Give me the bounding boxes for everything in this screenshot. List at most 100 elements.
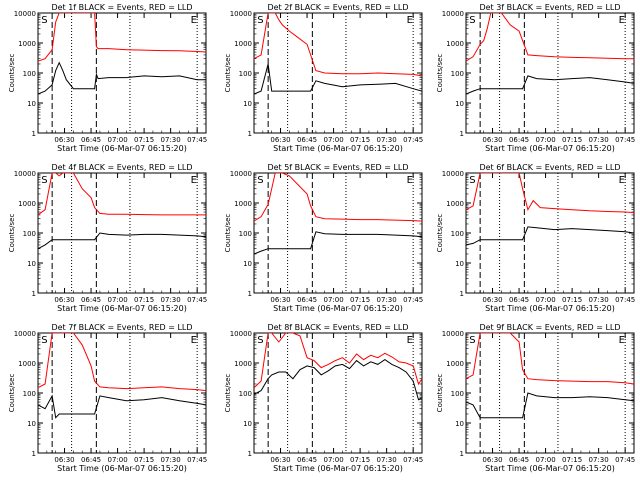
x-tick-label: 07:15	[350, 296, 370, 304]
x-tick-label: 07:30	[377, 456, 397, 464]
panel-title: Det 3f BLACK = Events, RED = LLD	[479, 3, 620, 12]
y-tick-label: 10	[27, 260, 36, 268]
x-tick-label: 07:45	[615, 456, 635, 464]
x-tick-label: 06:45	[81, 296, 101, 304]
start-marker-s: S	[469, 335, 475, 346]
y-tick-label: 1000	[234, 40, 252, 48]
x-tick-label: 07:15	[562, 456, 582, 464]
x-tick-label: 07:00	[323, 456, 343, 464]
y-tick-label: 10000	[230, 170, 252, 178]
y-tick-label: 10000	[14, 10, 36, 18]
start-marker-s: S	[41, 15, 47, 26]
y-tick-label: 1000	[234, 360, 252, 368]
y-tick-label: 1000	[18, 40, 36, 48]
x-tick-label: 06:30	[482, 296, 502, 304]
series-line-lld	[254, 333, 422, 389]
y-axis-label: Counts/sec	[8, 214, 16, 253]
x-tick-label: 06:30	[270, 456, 290, 464]
x-tick-label: 07:30	[589, 456, 609, 464]
series-line-events	[254, 63, 422, 95]
panel-title: Det 4f BLACK = Events, RED = LLD	[51, 163, 192, 172]
y-axis-label: Counts/sec	[8, 54, 16, 93]
y-tick-label: 10	[243, 260, 252, 268]
x-tick-label: 07:30	[161, 136, 181, 144]
y-tick-label: 1000	[18, 360, 36, 368]
detector-panel-9: 1 10 100 1000 10000 06:30 06:45 07:00 07:15 07:30…	[436, 323, 635, 473]
end-marker-e: E	[619, 335, 625, 346]
y-tick-label: 100	[239, 390, 252, 398]
y-tick-label: 1	[32, 130, 36, 138]
x-tick-label: 07:00	[535, 296, 555, 304]
y-tick-label: 100	[451, 230, 464, 238]
plot-frame	[253, 332, 423, 454]
x-tick-label: 07:45	[403, 296, 423, 304]
x-tick-label: 06:45	[509, 136, 529, 144]
x-tick-label: 07:00	[323, 136, 343, 144]
series-line-lld	[466, 333, 634, 385]
y-axis-label: Counts/sec	[436, 54, 444, 93]
x-tick-label: 07:30	[589, 136, 609, 144]
x-tick-label: 07:30	[161, 296, 181, 304]
x-tick-label: 06:45	[509, 296, 529, 304]
x-tick-label: 07:45	[187, 456, 207, 464]
end-marker-e: E	[191, 15, 197, 26]
panel-title: Det 2f BLACK = Events, RED = LLD	[267, 3, 408, 12]
x-tick-label: 07:15	[134, 136, 154, 144]
y-tick-label: 1	[248, 130, 252, 138]
detector-panel-6: 1 10 100 1000 10000 06:30 06:45 07:00 07:15 07:30…	[436, 163, 635, 313]
y-tick-label: 100	[451, 70, 464, 78]
x-tick-label: 07:00	[323, 296, 343, 304]
x-axis-label: Start Time (06-Mar-07 06:15:20)	[57, 304, 187, 313]
series-line-events	[38, 61, 206, 95]
x-tick-label: 07:45	[187, 136, 207, 144]
y-tick-label: 100	[23, 70, 36, 78]
x-tick-label: 06:45	[297, 136, 317, 144]
y-tick-label: 1	[460, 130, 464, 138]
start-marker-s: S	[257, 335, 263, 346]
series-line-lld	[38, 173, 206, 216]
detector-panel-8: 1 10 100 1000 10000 06:30 06:45 07:00 07:15 07:30…	[224, 323, 423, 473]
end-marker-e: E	[407, 335, 413, 346]
x-tick-label: 06:45	[297, 296, 317, 304]
start-marker-s: S	[257, 15, 263, 26]
plot-frame	[37, 172, 207, 294]
y-tick-label: 1000	[18, 200, 36, 208]
x-tick-label: 07:45	[403, 136, 423, 144]
plot-frame	[253, 12, 423, 134]
y-axis-label: Counts/sec	[8, 374, 16, 413]
detector-panel-2: 1 10 100 1000 10000 06:30 06:45 07:00 07:15 07:30…	[224, 3, 423, 153]
detector-panel-7: 1 10 100 1000 10000 06:30 06:45 07:00 07:15 07:30…	[8, 323, 207, 473]
plot-frame	[465, 332, 635, 454]
plot-frame	[37, 332, 207, 454]
x-axis-label: Start Time (06-Mar-07 06:15:20)	[57, 144, 187, 153]
y-axis-label: Counts/sec	[224, 54, 232, 93]
detector-panel-4: 1 10 100 1000 10000 06:30 06:45 07:00 07:15 07:30…	[8, 163, 207, 313]
y-axis-label: Counts/sec	[436, 374, 444, 413]
start-marker-s: S	[257, 175, 263, 186]
x-tick-label: 06:30	[482, 456, 502, 464]
detector-panel-3: 1 10 100 1000 10000 06:30 06:45 07:00 07:15 07:30…	[436, 3, 635, 153]
x-tick-label: 07:15	[134, 296, 154, 304]
x-tick-label: 06:30	[270, 296, 290, 304]
y-tick-label: 10000	[14, 170, 36, 178]
series-line-events	[38, 232, 206, 250]
panel-title: Det 1f BLACK = Events, RED = LLD	[51, 3, 192, 12]
series-line-events	[254, 358, 422, 401]
x-tick-label: 06:45	[297, 456, 317, 464]
series-line-lld	[466, 173, 634, 214]
y-tick-label: 1	[248, 290, 252, 298]
x-tick-label: 06:30	[270, 136, 290, 144]
panel-title: Det 6f BLACK = Events, RED = LLD	[479, 163, 620, 172]
x-axis-label: Start Time (06-Mar-07 06:15:20)	[485, 464, 615, 473]
plot-frame	[465, 172, 635, 294]
series-line-events	[466, 392, 634, 419]
y-tick-label: 10	[455, 260, 464, 268]
x-axis-label: Start Time (06-Mar-07 06:15:20)	[57, 464, 187, 473]
y-axis-label: Counts/sec	[224, 214, 232, 253]
y-tick-label: 1	[460, 290, 464, 298]
y-tick-label: 10000	[442, 10, 464, 18]
x-tick-label: 07:00	[107, 456, 127, 464]
y-tick-label: 1000	[234, 200, 252, 208]
y-tick-label: 10000	[442, 170, 464, 178]
